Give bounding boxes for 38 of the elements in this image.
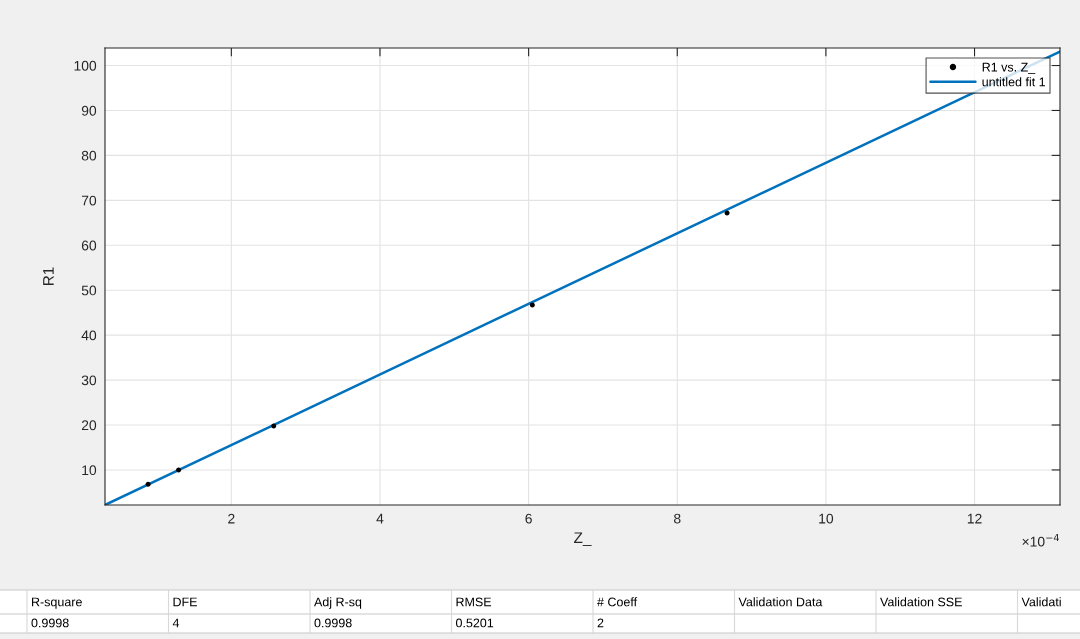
y-tick-label: 80: [81, 150, 97, 161]
y-tick-label: 90: [81, 105, 97, 116]
text: 0.5201: [455, 618, 494, 628]
y-tick-label: 70: [81, 195, 97, 206]
x-tick-label: 8: [674, 513, 681, 524]
text: 0.9998: [31, 618, 69, 628]
text: # Coeff: [597, 597, 638, 607]
text: RMSE: [456, 597, 492, 607]
legend-label: untitled fit 1: [982, 77, 1046, 87]
y-tick-label: 30: [81, 375, 97, 386]
text: ×10$^{−4}$: [1022, 534, 1060, 547]
text: R-square: [32, 597, 82, 609]
text: Validati: [1021, 597, 1061, 607]
x-tick-label: 12: [967, 513, 982, 524]
x-tick-label: 4: [376, 513, 384, 524]
y-axis-title: R1: [43, 267, 54, 286]
text: Validation Data: [738, 597, 823, 607]
y-tick-label: 40: [81, 330, 97, 341]
text: DFE: [173, 597, 197, 607]
y-tick-label: 60: [81, 240, 97, 251]
x-tick-label: 10: [819, 513, 834, 524]
text: 2: [597, 618, 604, 628]
y-tick-label: 100: [74, 60, 97, 71]
point: [529, 302, 535, 308]
text: Adj R-sq: [314, 597, 362, 609]
point: [271, 423, 277, 429]
x-tick-label: 2: [228, 513, 235, 524]
text: 4: [172, 618, 180, 628]
legend-label: R1 vs. Z_: [982, 62, 1036, 74]
y-tick-label: 20: [81, 420, 97, 431]
y-tick-label: 50: [81, 285, 97, 296]
text: 0.9998: [314, 618, 352, 628]
point: [145, 481, 151, 487]
x-tick-label: 6: [525, 513, 532, 524]
y-tick-label: 10: [82, 465, 97, 476]
point: [176, 467, 182, 473]
text: Validation SSE: [880, 597, 962, 607]
x-axis-title: Z_: [574, 532, 592, 546]
